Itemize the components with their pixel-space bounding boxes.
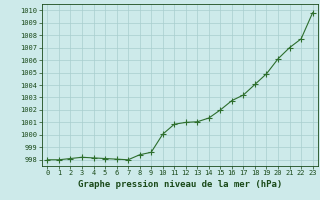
X-axis label: Graphe pression niveau de la mer (hPa): Graphe pression niveau de la mer (hPa) (78, 180, 282, 189)
